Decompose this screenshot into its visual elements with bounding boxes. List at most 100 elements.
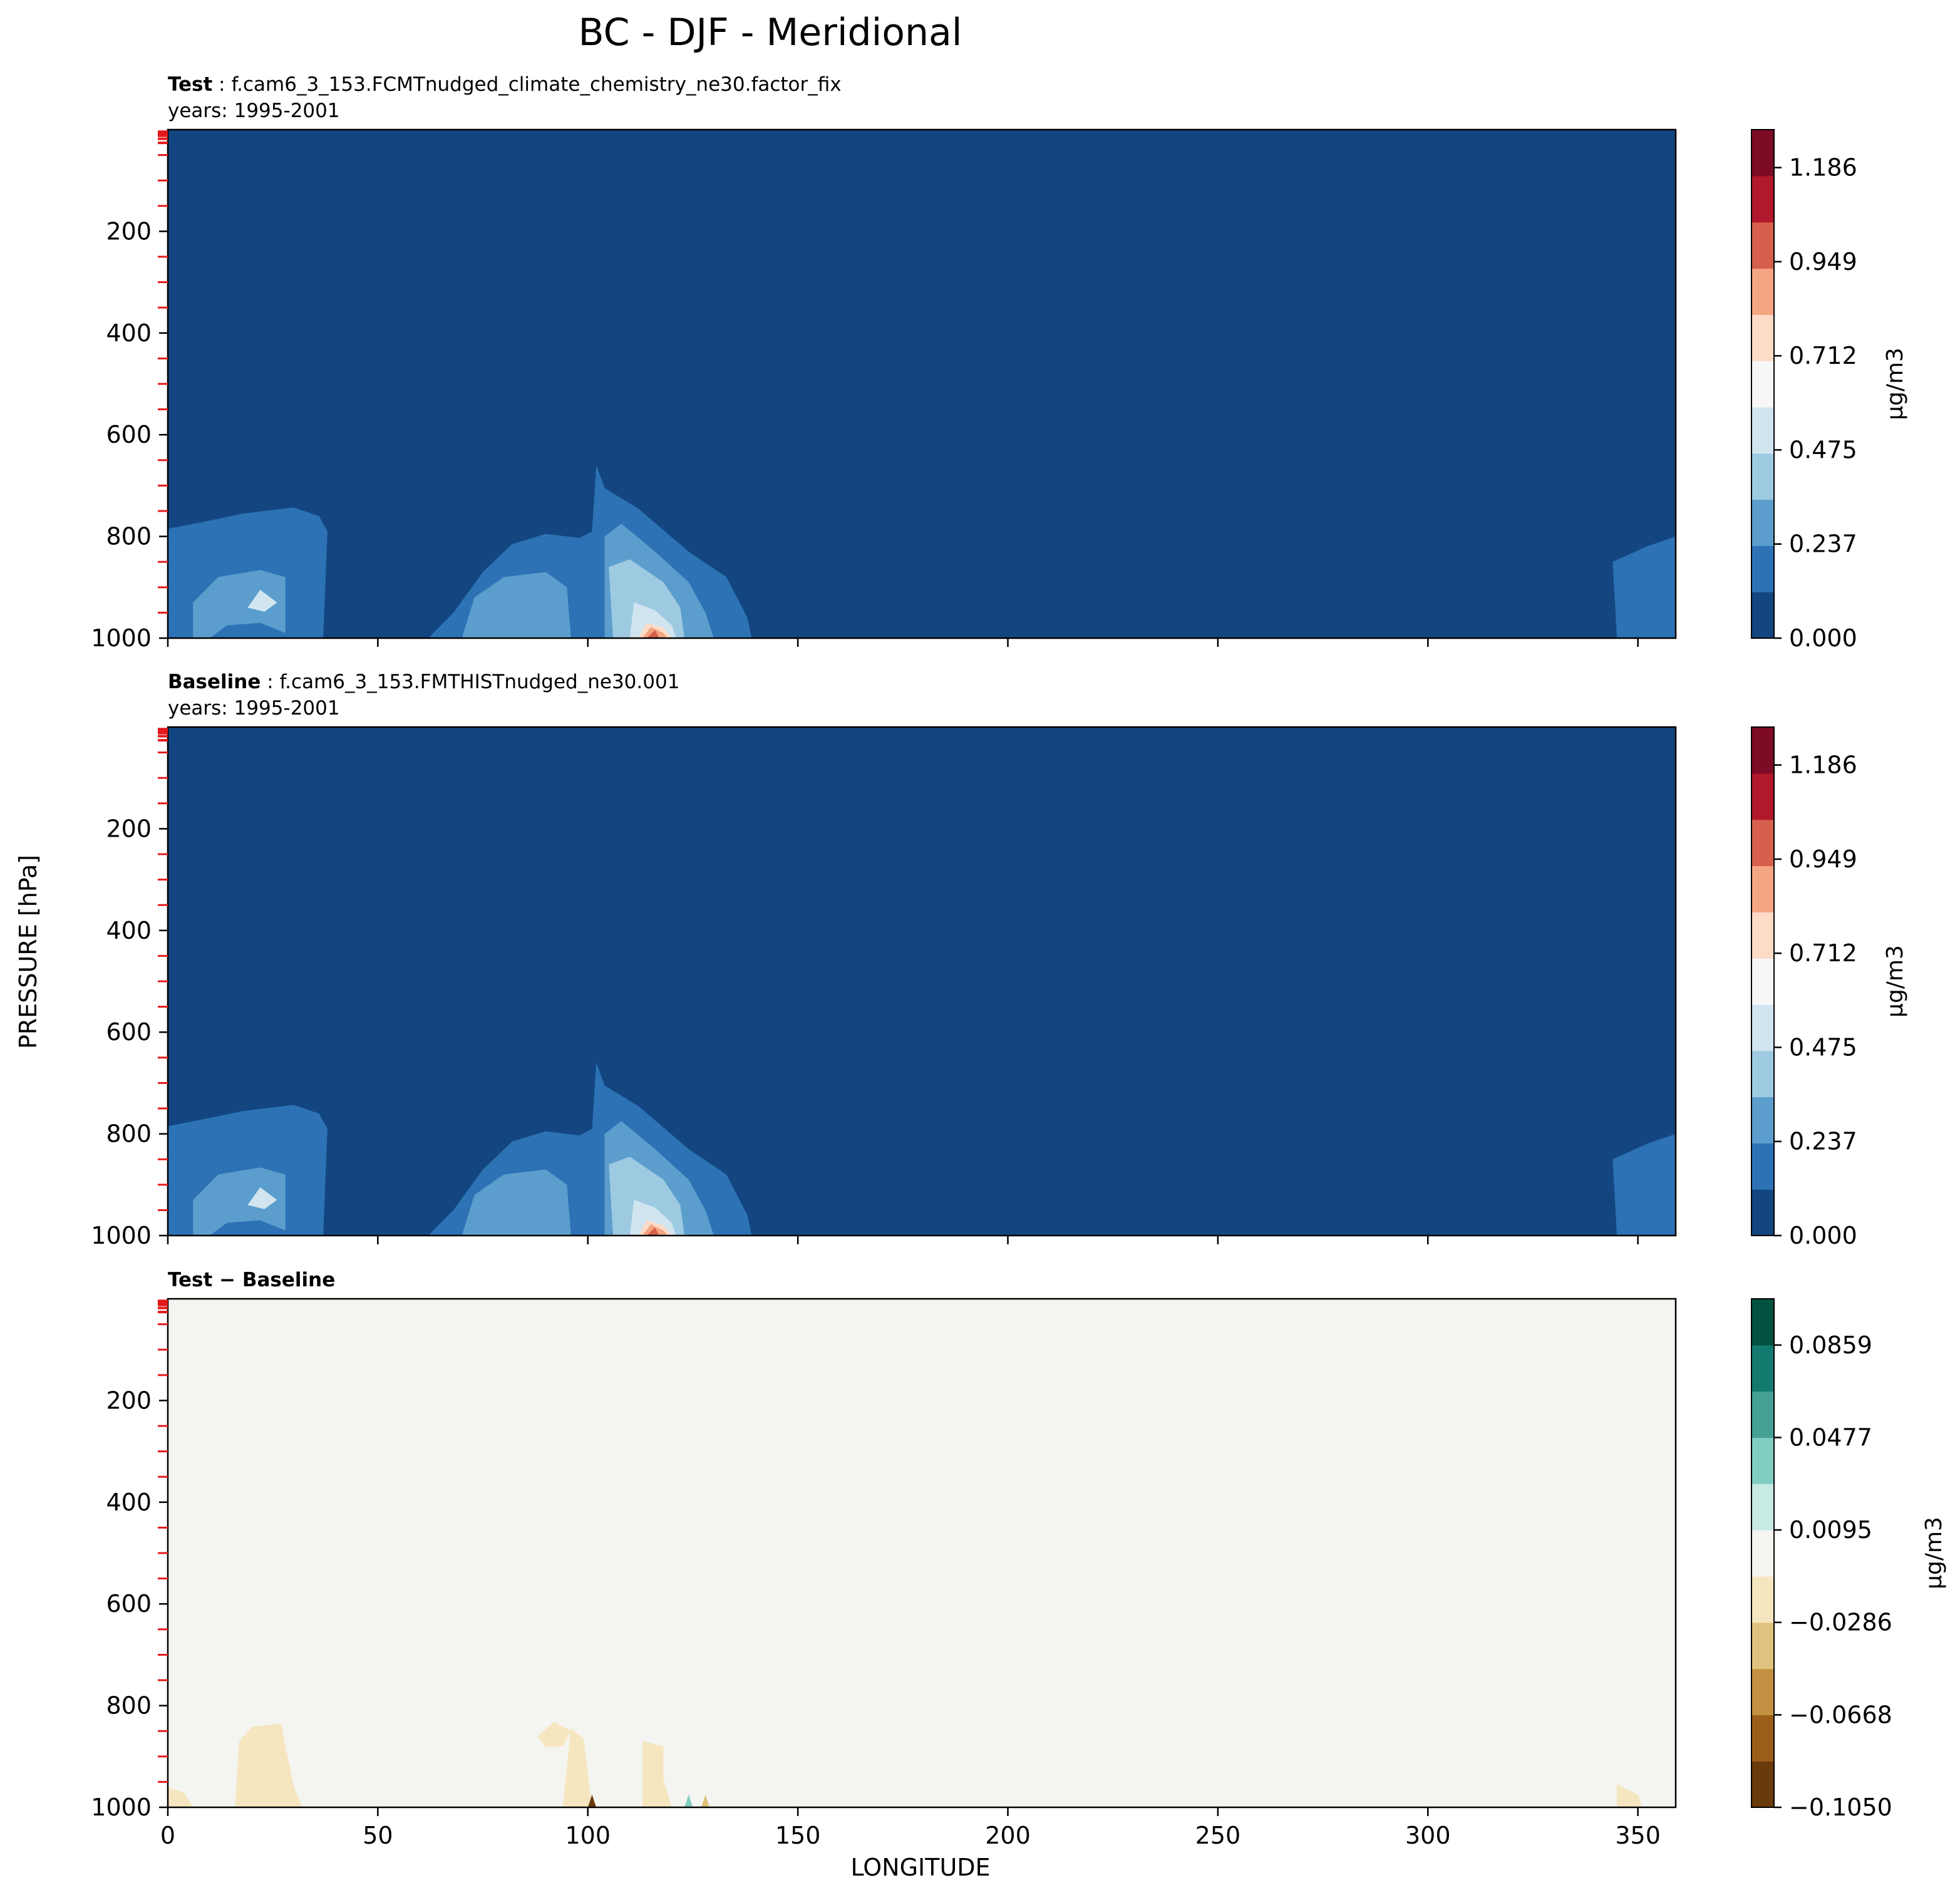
colorbar-tick-label: −0.0668: [1789, 1701, 1892, 1728]
panel-3: 200 400 600 800 1000 0 50 100 150 200 250 300 350 Tes…: [91, 1269, 1947, 1849]
y-tick-label: 400: [106, 1489, 152, 1516]
colorbar: −0.1050 −0.0668 −0.0286 0.0095 0.0477 0.0859 μ…: [1751, 1298, 1947, 1821]
y-tick-label: 200: [106, 1386, 152, 1414]
contour-region: [537, 1722, 571, 1748]
contour-region: [193, 1167, 286, 1236]
colorbar-frame: [1751, 1298, 1775, 1808]
x-tick-label: 100: [565, 1822, 611, 1849]
panel-label-bold: Test − Baseline: [168, 1269, 335, 1291]
colorbar-frame: [1751, 129, 1775, 639]
contour-region: [168, 1787, 193, 1807]
colorbar-swatch: [1751, 1004, 1774, 1051]
colorbar-swatch: [1751, 1189, 1774, 1236]
colorbar-tick-label: 0.237: [1789, 1128, 1857, 1155]
colorbar-swatch: [1751, 1143, 1774, 1190]
colorbar-tick-label: 0.0095: [1789, 1516, 1872, 1544]
colorbar-swatch: [1751, 1345, 1774, 1392]
panel-1: 200 400 600 800 1000 Test : f.cam6_3_153.FCMT…: [91, 73, 1908, 652]
y-tick-label: 400: [106, 319, 152, 347]
contour-region: [646, 630, 659, 638]
panel-2: 200 400 600 800 1000 Baseline : f.cam6_3_153.…: [91, 671, 1908, 1249]
y-tick-label: 600: [106, 1018, 152, 1046]
y-tick-label: 400: [106, 917, 152, 944]
colorbar-swatch: [1751, 406, 1774, 454]
colorbar-tick-label: −0.1050: [1789, 1794, 1892, 1821]
colorbar-swatch: [1751, 175, 1774, 223]
y-tick-label: 800: [106, 1120, 152, 1148]
colorbar-swatch: [1751, 1484, 1774, 1531]
panel-label: Test : f.cam6_3_153.FCMTnudged_climate_c…: [168, 73, 842, 96]
colorbar-swatch: [1751, 1715, 1774, 1762]
y-tick-label: 1000: [91, 1222, 152, 1249]
colorbar-tick-label: 1.186: [1789, 154, 1857, 182]
colorbar-tick-label: 0.712: [1789, 939, 1857, 967]
y-tick-label: 1000: [91, 624, 152, 652]
contour-region: [193, 570, 286, 638]
colorbar-swatch: [1751, 453, 1774, 500]
colorbar-swatch: [1751, 865, 1774, 912]
colorbar-tick-label: 1.186: [1789, 751, 1857, 779]
colorbar-swatch: [1751, 361, 1774, 408]
y-tick-label: 800: [106, 1692, 152, 1720]
contour-region: [701, 1794, 710, 1807]
y-tick-label: 1000: [91, 1794, 152, 1821]
contour-region: [587, 1794, 597, 1807]
colorbar-swatch: [1751, 130, 1774, 177]
colorbar: 0.000 0.237 0.475 0.712 0.949 1.186 μg/m3: [1751, 726, 1908, 1249]
panel-years: years: 1995-2001: [168, 100, 340, 122]
colorbar-tick-label: 0.949: [1789, 845, 1857, 873]
figure-title: BC - DJF - Meridional: [579, 11, 962, 54]
colorbar-tick-label: 0.712: [1789, 342, 1857, 369]
contour-region: [462, 572, 571, 638]
colorbar: 0.000 0.237 0.475 0.712 0.949 1.186 μg/m3: [1751, 129, 1908, 652]
x-tick-label: 0: [160, 1822, 175, 1849]
colorbar-swatch: [1751, 499, 1774, 546]
colorbar-swatch: [1751, 1299, 1774, 1346]
contour-region: [462, 1169, 571, 1236]
plot-background: [168, 130, 1676, 638]
colorbar-tick-label: 0.237: [1789, 530, 1857, 558]
colorbar-swatch: [1751, 1622, 1774, 1670]
x-tick-label: 50: [363, 1822, 393, 1849]
colorbar-swatch: [1751, 314, 1774, 361]
plot-background: [168, 1299, 1676, 1807]
colorbar-swatch: [1751, 1576, 1774, 1623]
panel-label: Baseline : f.cam6_3_153.FMTHISTnudged_ne…: [168, 671, 679, 693]
x-tick-label: 350: [1615, 1822, 1661, 1849]
colorbar-tick-label: 0.475: [1789, 436, 1857, 463]
colorbar-swatch: [1751, 773, 1774, 820]
colorbar-swatch: [1751, 1391, 1774, 1438]
y-tick-label: 200: [106, 217, 152, 245]
contour-region: [629, 602, 676, 638]
contour-region: [609, 559, 685, 638]
y-tick-label: 800: [106, 523, 152, 550]
contour-region: [684, 1794, 693, 1807]
colorbar-tick-label: 0.949: [1789, 248, 1857, 276]
x-tick-label: 300: [1405, 1822, 1451, 1849]
panel-label-bold: Test: [168, 73, 213, 96]
colorbar-swatch: [1751, 727, 1774, 774]
x-tick-label: 200: [985, 1822, 1031, 1849]
contour-region: [1612, 536, 1676, 638]
contour-region: [562, 1728, 592, 1807]
y-tick-label: 200: [106, 815, 152, 842]
colorbar-swatch: [1751, 819, 1774, 867]
panel-label-text: : f.cam6_3_153.FCMTnudged_climate_chemis…: [212, 73, 841, 96]
colorbar-swatch: [1751, 1530, 1774, 1577]
colorbar-swatch: [1751, 958, 1774, 1005]
colorbar-swatch: [1751, 1761, 1774, 1808]
colorbar-tick-label: 0.0859: [1789, 1331, 1872, 1359]
panel-years: years: 1995-2001: [168, 697, 340, 720]
contour-region: [609, 1157, 685, 1236]
colorbar-label: μg/m3: [1882, 945, 1908, 1018]
y-tick-label: 600: [106, 1590, 152, 1618]
colorbar-tick-label: 0.000: [1789, 1222, 1857, 1249]
colorbar-tick-label: 0.475: [1789, 1033, 1857, 1061]
colorbar-swatch: [1751, 545, 1774, 592]
plot-background: [168, 727, 1676, 1236]
x-axis-label: LONGITUDE: [850, 1854, 990, 1881]
panel-label: Test − Baseline: [168, 1269, 335, 1291]
panel-label-bold: Baseline: [168, 671, 260, 693]
